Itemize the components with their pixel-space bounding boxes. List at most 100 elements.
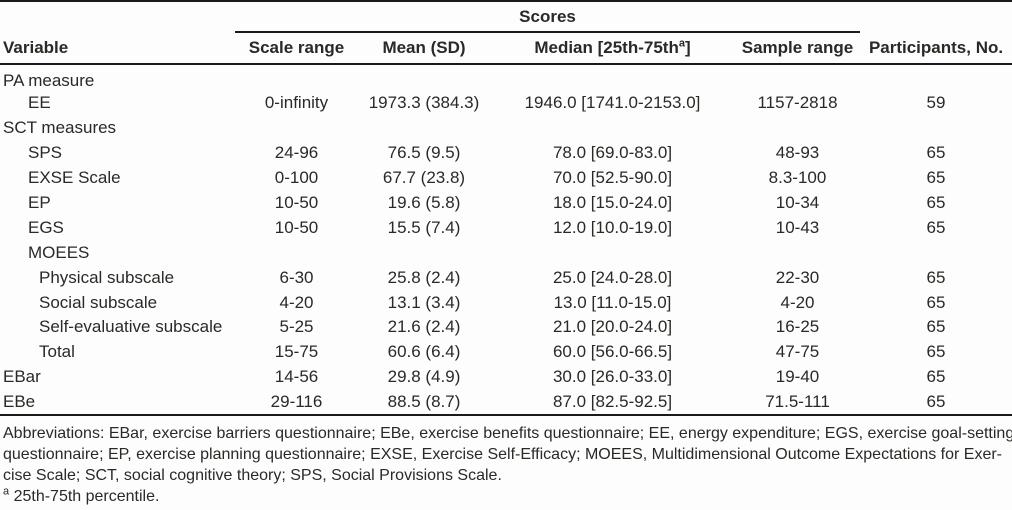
scale-range-value: 6-30 xyxy=(279,267,314,287)
median-value: 60.0 [56.0-66.5] xyxy=(552,342,673,362)
scale-range-value xyxy=(235,116,358,141)
median-header-close-bracket: ] xyxy=(684,38,691,57)
sample-range-value: 10-43 xyxy=(775,217,820,237)
sample-range-value: 19-40 xyxy=(775,367,820,387)
participants-value: 65 xyxy=(926,317,946,337)
spanner-spacer-left xyxy=(0,0,235,32)
scores-spanner-header: Scores xyxy=(235,0,861,33)
sample-range-value xyxy=(735,116,860,141)
scale-range-value: 0-100 xyxy=(274,168,319,188)
variable-label: Self-evaluative subscale xyxy=(39,317,223,337)
participants-value: 65 xyxy=(926,217,946,237)
variable-label: EP xyxy=(28,193,51,212)
sample-range-value: 8.3-100 xyxy=(768,168,827,188)
median-value: 12.0 [10.0-19.0] xyxy=(552,217,673,237)
participants-value: 65 xyxy=(926,143,946,163)
mean-sd-value: 13.1 (3.4) xyxy=(387,292,461,312)
variable-label: SPS xyxy=(28,143,63,163)
table-row: SPS 24-96 76.5 (9.5) 78.0 [69.0-83.0] 48-93 6… xyxy=(0,141,1012,166)
col-header-participants: Participants, No. xyxy=(860,32,1012,65)
mean-sd-value: 60.6 (6.4) xyxy=(387,342,461,362)
mean-sd-value: 29.8 (4.9) xyxy=(387,367,461,387)
sample-range-value: 1157-2818 xyxy=(757,93,838,113)
table-row: Physical subscale 6-30 25.8 (2.4) 25.0 [24.… xyxy=(0,265,1012,290)
median-value xyxy=(490,64,735,91)
scale-range-value: 15-75 xyxy=(274,342,319,362)
table-row: EBe 29-116 88.5 (8.7) 87.0 [82.5-92.5] 71.5-… xyxy=(0,389,1012,416)
mean-sd-value xyxy=(358,116,490,141)
section-row: PA measure xyxy=(0,64,1012,91)
column-header-row: Variable Scale range Mean (SD) Median [2… xyxy=(0,32,1012,65)
variable-label: EE xyxy=(28,93,51,113)
scale-range-value: 4-20 xyxy=(279,292,314,312)
sample-range-value: 4-20 xyxy=(780,292,815,312)
mean-sd-value: 1973.3 (384.3) xyxy=(368,93,480,113)
participants-value: 65 xyxy=(926,168,946,188)
table-footnotes: Abbreviations: EBar, exercise barriers q… xyxy=(0,416,1012,507)
participants-value xyxy=(860,240,1012,265)
participants-value: 65 xyxy=(926,267,946,287)
participants-value xyxy=(860,64,1012,91)
participants-value: 65 xyxy=(860,389,1012,416)
table-row: Total 15-75 60.6 (6.4) 60.0 [56.0-66.5] 47-7… xyxy=(0,340,1012,365)
variable-label: MOEES xyxy=(28,242,90,262)
median-value xyxy=(490,240,735,265)
section-row: SCT measures xyxy=(0,116,1012,141)
sample-range-value: 71.5-111 xyxy=(735,389,861,416)
col-header-scale-range: Scale range xyxy=(235,32,358,65)
percentile-footnote-marker: a xyxy=(3,485,10,498)
table-row: EGS 10-50 15.5 (7.4) 12.0 [10.0-19.0] 10-43 6… xyxy=(0,215,1012,240)
median-value xyxy=(490,116,735,141)
median-value: 21.0 [20.0-24.0] xyxy=(552,317,673,337)
mean-sd-value: 25.8 (2.4) xyxy=(387,267,461,287)
table-body: PA measure EE 0-infinity 1973.3 (384.3) 1946… xyxy=(0,64,1012,416)
participants-value: 65 xyxy=(926,193,946,212)
scale-range-value: 5-25 xyxy=(279,317,314,337)
mean-sd-value: 88.5 (8.7) xyxy=(358,389,490,416)
mean-sd-value: 67.7 (23.8) xyxy=(382,168,466,188)
table-row: Self-evaluative subscale 5-25 21.6 (2.4) 21… xyxy=(0,315,1012,340)
median-value: 70.0 [52.5-90.0] xyxy=(552,168,673,188)
scale-range-value: 14-56 xyxy=(274,367,319,387)
mean-sd-value: 21.6 (2.4) xyxy=(387,317,461,337)
scale-range-value: 0-infinity xyxy=(264,93,329,113)
table-row: Social subscale 4-20 13.1 (3.4) 13.0 [11.0-… xyxy=(0,290,1012,315)
sample-range-value: 47-75 xyxy=(775,342,820,362)
variable-label: EXSE Scale xyxy=(28,168,121,188)
table-row: EXSE Scale 0-100 67.7 (23.8) 70.0 [52.5-90.… xyxy=(0,166,1012,191)
median-value: 25.0 [24.0-28.0] xyxy=(552,267,673,287)
table-row: EE 0-infinity 1973.3 (384.3) 1946.0 [1741.0… xyxy=(0,91,1012,116)
scale-range-value: 29-116 xyxy=(235,389,358,416)
abbreviations-line-1: Abbreviations: EBar, exercise barriers q… xyxy=(3,424,1012,442)
abbreviations-line-2: questionnaire; EP, exercise planning que… xyxy=(3,445,1002,463)
scale-range-value: 10-50 xyxy=(274,193,319,212)
spanner-spacer-right xyxy=(860,0,1012,32)
spanner-row: Scores xyxy=(0,0,1012,33)
percentile-footnote: a 25th-75th percentile. xyxy=(3,486,1008,507)
variable-label: PA measure xyxy=(3,71,95,90)
scale-range-value xyxy=(235,240,358,265)
variable-label: SCT measures xyxy=(3,118,117,138)
participants-value: 59 xyxy=(926,93,946,113)
median-value: 78.0 [69.0-83.0] xyxy=(552,143,673,163)
sample-range-value: 16-25 xyxy=(775,317,820,337)
variable-label: Total xyxy=(39,342,75,362)
mean-sd-value: 19.6 (5.8) xyxy=(387,193,461,212)
col-header-median: Median [25th-75tha] xyxy=(490,32,735,65)
variable-label: Physical subscale xyxy=(39,267,175,287)
sample-range-value: 22-30 xyxy=(775,267,820,287)
sample-range-value: 10-34 xyxy=(775,193,820,212)
participants-value: 65 xyxy=(926,342,946,362)
median-value: 18.0 [15.0-24.0] xyxy=(552,193,673,212)
mean-sd-value: 15.5 (7.4) xyxy=(387,217,461,237)
table-row: EBar 14-56 29.8 (4.9) 30.0 [26.0-33.0] 19-40… xyxy=(0,365,1012,390)
median-header-text: Median [25th-75th xyxy=(534,38,679,57)
median-value: 1946.0 [1741.0-2153.0] xyxy=(524,93,701,113)
scale-range-value: 10-50 xyxy=(274,217,319,237)
col-header-sample-range: Sample range xyxy=(735,32,861,65)
participants-value: 65 xyxy=(926,292,946,312)
scale-range-value: 24-96 xyxy=(274,143,319,163)
mean-sd-value: 76.5 (9.5) xyxy=(387,143,461,163)
variable-label: EBar xyxy=(3,367,41,387)
